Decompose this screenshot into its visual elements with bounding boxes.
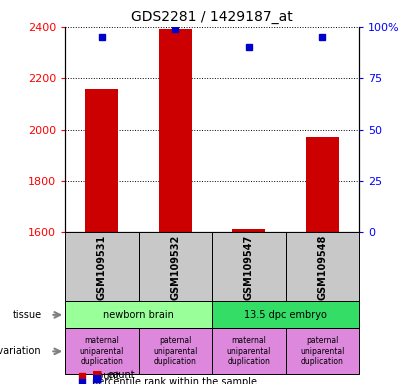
Text: tissue: tissue (13, 310, 42, 320)
Bar (159, 30, 192, 232)
Text: maternal
uniparental
duplication: maternal uniparental duplication (80, 336, 124, 366)
Text: paternal
uniparental
duplication: paternal uniparental duplication (153, 336, 197, 366)
Text: ■: ■ (92, 369, 103, 379)
Bar (65, 328, 139, 374)
Bar (232, 229, 265, 232)
Text: maternal
uniparental
duplication: maternal uniparental duplication (227, 336, 271, 366)
Bar (306, 137, 339, 232)
Bar (139, 232, 212, 301)
Bar (139, 328, 212, 374)
Text: GSM109531: GSM109531 (97, 234, 107, 300)
Text: GSM109532: GSM109532 (171, 234, 180, 300)
Text: genotype/variation: genotype/variation (0, 346, 42, 356)
Title: GDS2281 / 1429187_at: GDS2281 / 1429187_at (131, 10, 293, 25)
Bar (212, 328, 286, 374)
Text: ■: ■ (92, 374, 103, 384)
Bar (212, 301, 359, 328)
Bar (65, 301, 212, 328)
Text: 13.5 dpc embryo: 13.5 dpc embryo (244, 310, 327, 320)
Text: percentile rank within the sample: percentile rank within the sample (92, 377, 257, 384)
Text: count: count (92, 371, 120, 381)
Text: paternal
uniparental
duplication: paternal uniparental duplication (300, 336, 344, 366)
Text: count: count (107, 370, 135, 380)
Text: newborn brain: newborn brain (103, 310, 174, 320)
Bar (212, 232, 286, 301)
Text: GSM109548: GSM109548 (318, 234, 327, 300)
Bar (85, 88, 118, 232)
Bar (286, 232, 359, 301)
Text: GSM109547: GSM109547 (244, 234, 254, 300)
Bar (286, 328, 359, 374)
Bar (65, 232, 139, 301)
